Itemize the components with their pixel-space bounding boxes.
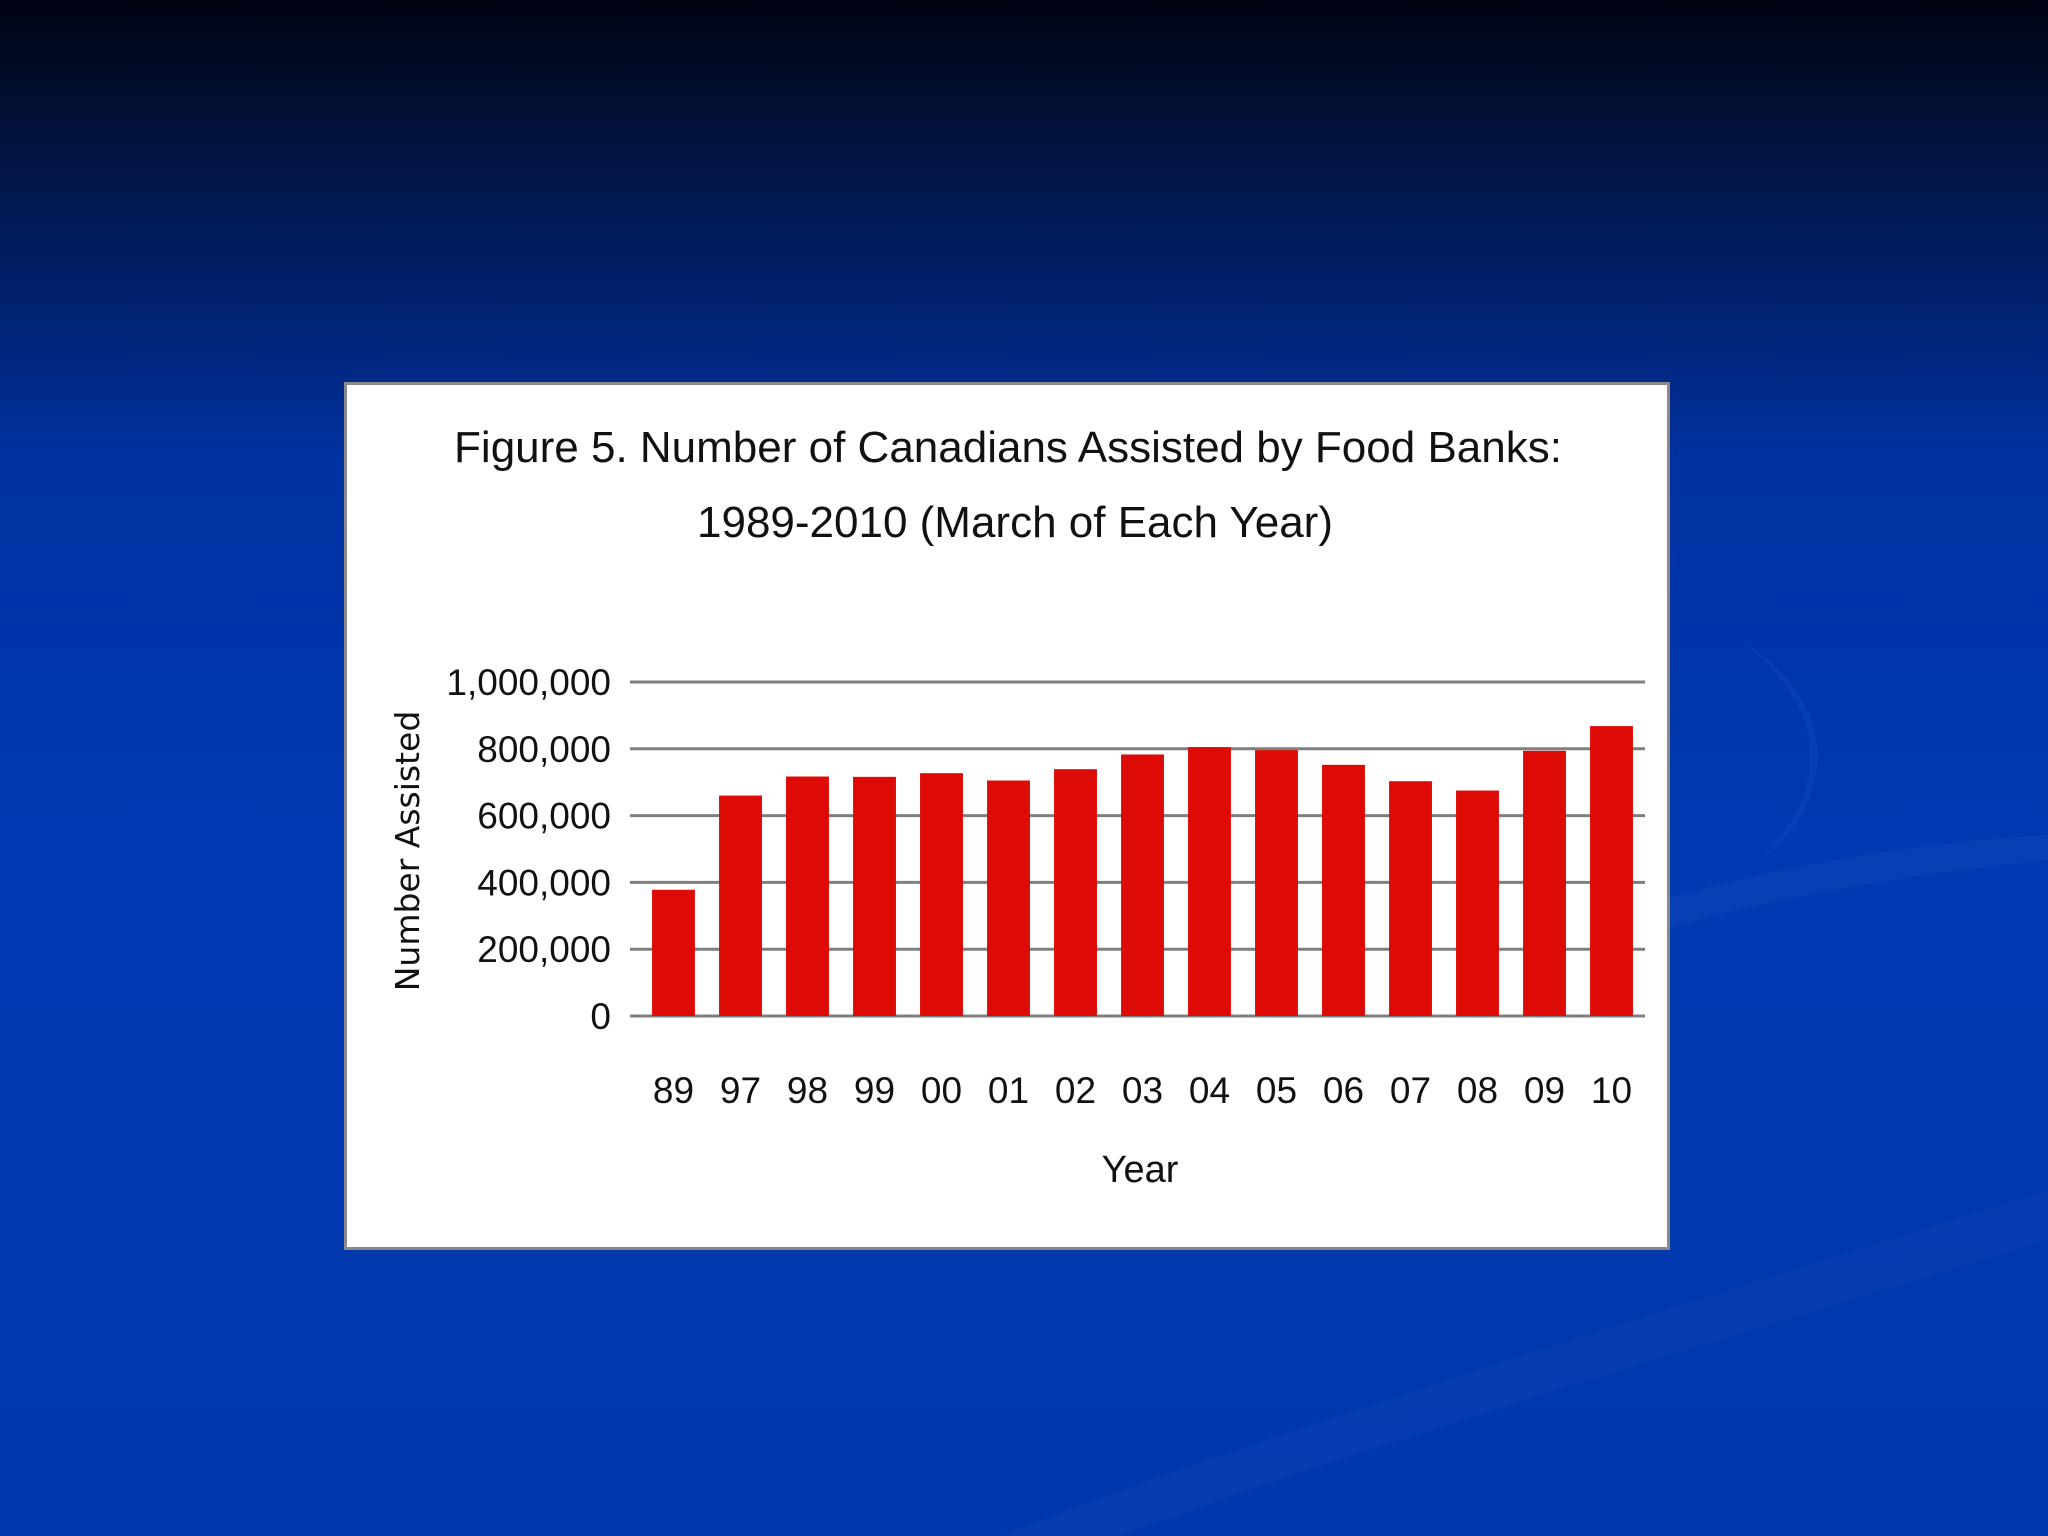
chart-panel: Figure 5. Number of Canadians Assisted b… <box>344 382 1670 1250</box>
x-tick-label: 98 <box>787 1070 828 1111</box>
bar-01 <box>987 780 1030 1016</box>
bar-98 <box>786 776 829 1016</box>
bar-06 <box>1322 764 1365 1016</box>
bar-89 <box>652 889 695 1016</box>
x-tick-label: 97 <box>720 1070 761 1111</box>
x-tick-label: 09 <box>1524 1070 1565 1111</box>
x-tick-label: 08 <box>1457 1070 1498 1111</box>
bar-10 <box>1590 726 1633 1016</box>
y-tick-label: 200,000 <box>477 929 611 970</box>
chart-title-line-1: Figure 5. Number of Canadians Assisted b… <box>454 423 1562 472</box>
bar-09 <box>1523 750 1566 1016</box>
y-tick-label: 600,000 <box>477 796 611 837</box>
x-tick-label: 00 <box>921 1070 962 1111</box>
bar-chart: Figure 5. Number of Canadians Assisted b… <box>388 423 1645 1191</box>
bar-08 <box>1456 790 1499 1016</box>
x-tick-label: 89 <box>653 1070 694 1111</box>
x-tick-label: 99 <box>854 1070 895 1111</box>
x-tick-label: 10 <box>1591 1070 1632 1111</box>
y-tick-labels: 0 200,000 400,000 600,000 800,000 1,000,000 <box>446 662 611 1037</box>
bar-99 <box>853 776 896 1016</box>
bar-97 <box>719 795 762 1016</box>
x-tick-label: 03 <box>1122 1070 1163 1111</box>
x-tick-label: 01 <box>988 1070 1029 1111</box>
bar-07 <box>1389 781 1432 1016</box>
y-tick-label: 400,000 <box>477 862 611 903</box>
bar-04 <box>1188 747 1231 1016</box>
bar-05 <box>1255 750 1298 1016</box>
y-tick-label: 800,000 <box>477 729 611 770</box>
y-tick-label: 1,000,000 <box>446 662 611 703</box>
bars <box>652 726 1633 1016</box>
x-tick-label: 04 <box>1189 1070 1230 1111</box>
y-axis-label: Number Assisted <box>388 711 427 992</box>
bar-02 <box>1054 769 1097 1016</box>
x-tick-labels: 89 97 98 99 00 01 02 03 04 05 06 07 08 09 10 <box>653 1070 1632 1111</box>
x-tick-label: 06 <box>1323 1070 1364 1111</box>
chart-title-line-2: 1989-2010 (March of Each Year) <box>697 498 1333 547</box>
x-tick-label: 02 <box>1055 1070 1096 1111</box>
x-axis-label: Year <box>1102 1149 1179 1191</box>
x-tick-label: 07 <box>1390 1070 1431 1111</box>
x-tick-label: 05 <box>1256 1070 1297 1111</box>
bar-00 <box>920 773 963 1016</box>
bar-03 <box>1121 754 1164 1016</box>
y-tick-label: 0 <box>590 996 611 1037</box>
